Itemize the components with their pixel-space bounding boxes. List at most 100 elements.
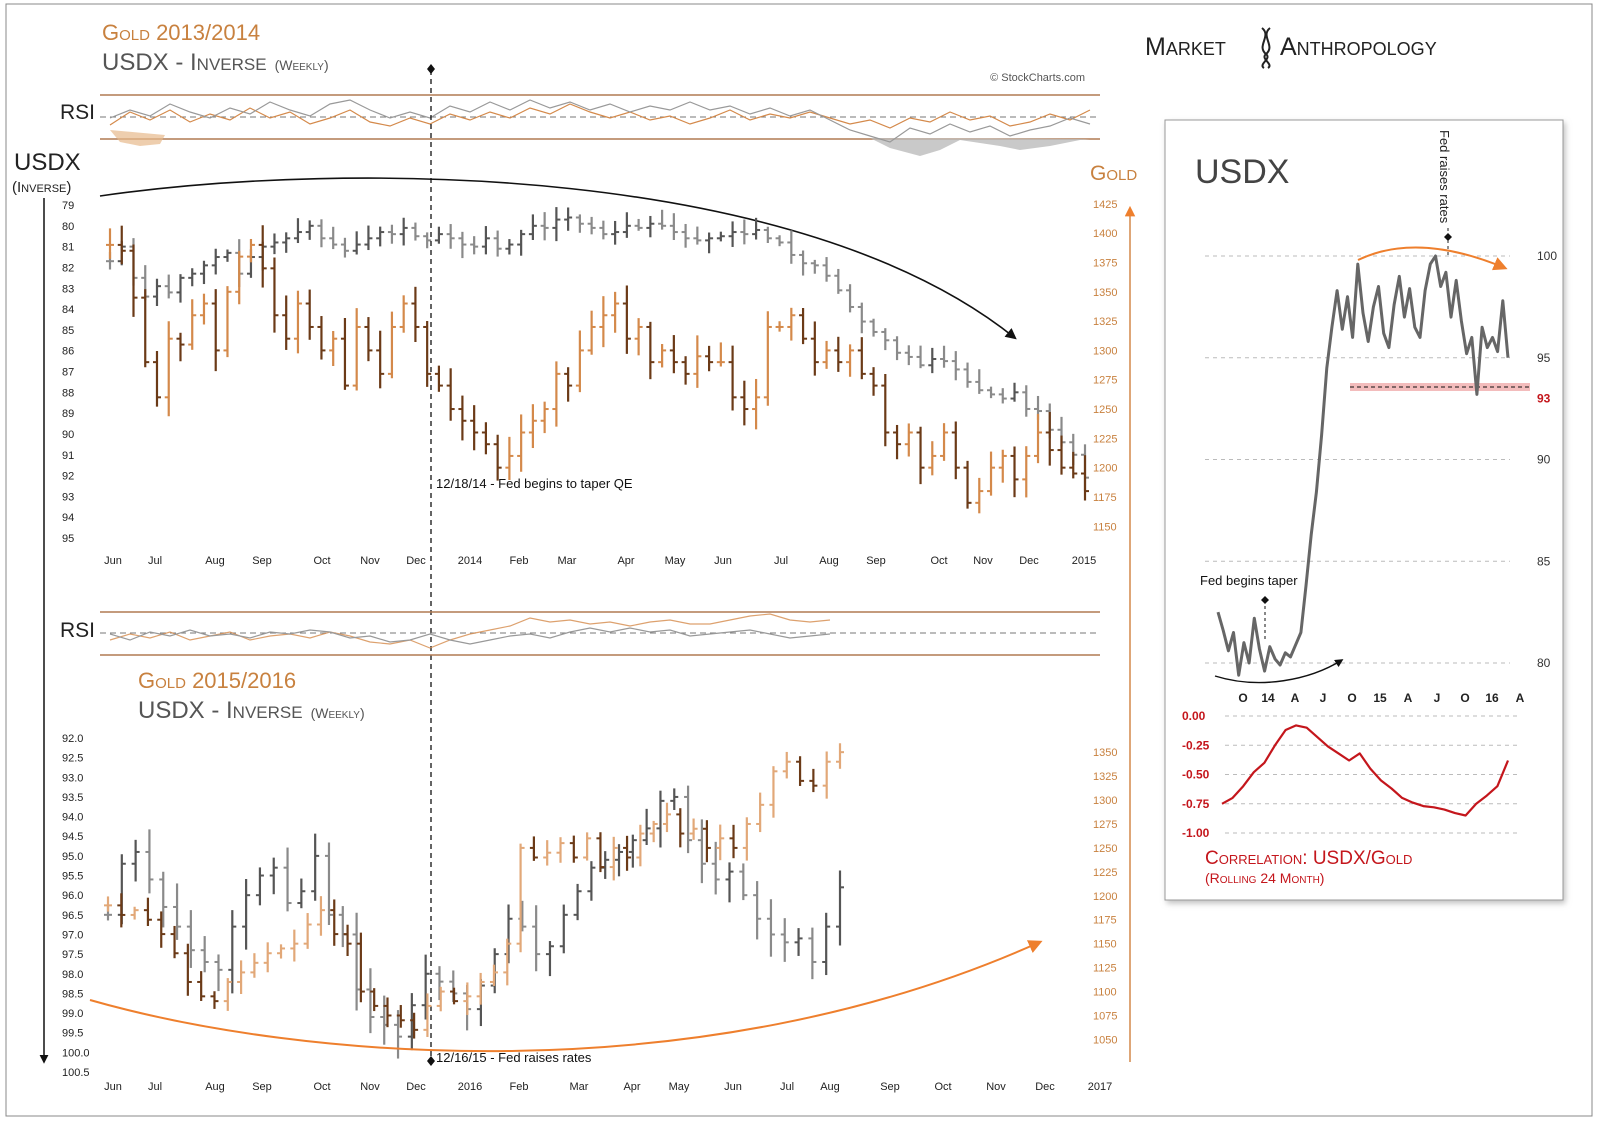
- rsi-panel-1: [100, 94, 1100, 156]
- gold-bar: [423, 993, 432, 1037]
- panel2-right-tick: 1250: [1093, 843, 1117, 855]
- usdx-bar: [297, 878, 306, 909]
- usdx-bar: [159, 871, 168, 928]
- panel2-left-tick: 93.0: [62, 772, 83, 784]
- panel2-x-tick: Jul: [780, 1081, 794, 1093]
- gold-bar: [552, 361, 561, 427]
- corr-title: Correlation: USDX/Gold: [1205, 848, 1412, 869]
- usdx-bar: [214, 954, 223, 992]
- side-x-tick: J: [1320, 691, 1327, 705]
- panel2-right-tick: 1325: [1093, 771, 1117, 783]
- gold-bar: [556, 837, 565, 863]
- usdx-bar: [340, 237, 349, 258]
- panel1-x-tick: Oct: [313, 555, 330, 567]
- gold-bar: [689, 818, 698, 840]
- panel1-right-tick: 1275: [1093, 375, 1117, 387]
- gold-bar: [799, 308, 808, 345]
- gold-bar: [809, 768, 818, 793]
- gold-bar: [869, 367, 878, 396]
- gold-bar: [662, 802, 671, 833]
- panel1-right-tick: 1325: [1093, 316, 1117, 328]
- panel1-x-tick: Dec: [406, 555, 426, 567]
- panel2-x-tick: Sep: [880, 1081, 900, 1093]
- gold-bar: [583, 832, 592, 861]
- side-y-tick: 85: [1537, 554, 1551, 568]
- side-y-tick: 100: [1537, 249, 1557, 263]
- usdx-axis-label: USDX: [14, 149, 81, 176]
- usdx-bar: [904, 345, 913, 366]
- usdx-bar: [173, 883, 182, 940]
- gold-bar: [106, 228, 114, 259]
- gold-bar: [250, 953, 259, 978]
- usdx-bar: [587, 861, 596, 901]
- side-y-tick: 95: [1537, 351, 1551, 365]
- usdx-bar: [752, 217, 761, 240]
- gold-bar: [399, 295, 408, 333]
- usdx-bar: [423, 232, 432, 249]
- gold-bar: [434, 365, 443, 392]
- gold-bar: [681, 356, 690, 385]
- corr-grid: 0.00 -0.25 -0.50 -0.75 -1.00: [1182, 709, 1520, 840]
- usdx-bar: [293, 218, 302, 244]
- corr-line: [1221, 724, 1510, 817]
- gold-bar: [636, 824, 645, 867]
- gold-bar: [951, 421, 960, 480]
- panel1-x-tick: Jul: [774, 555, 788, 567]
- usdx-bar: [366, 968, 375, 1034]
- usdx-bar: [642, 808, 651, 845]
- panel2-gold-series: [104, 743, 844, 1039]
- panel2-x-tick: Jul: [148, 1081, 162, 1093]
- side-x-tick: J: [1434, 691, 1441, 705]
- gold-bar: [129, 244, 138, 317]
- gold-bar: [410, 1012, 419, 1039]
- usdx-bar: [716, 231, 725, 242]
- usdx-bar: [775, 235, 784, 247]
- panel2-left-axis: 92.0 92.5 93.0 93.5 94.0 94.5 95.0 95.5 96.0 96.5…: [62, 733, 90, 1079]
- usdx-bar: [505, 239, 514, 255]
- gold-bar: [646, 321, 655, 380]
- gold-bar: [352, 308, 361, 391]
- gold-bar: [763, 311, 772, 406]
- gold-bar: [782, 751, 791, 779]
- gold-bar: [141, 289, 150, 368]
- panel1-left-tick: 79: [62, 200, 74, 212]
- usdx-bar: [587, 216, 596, 235]
- side-fed-raises-marker: [1444, 233, 1452, 241]
- usdx-bar: [324, 842, 333, 926]
- panel2-left-tick: 97.5: [62, 949, 83, 961]
- panel1-right-tick: 1350: [1093, 287, 1117, 299]
- gold-bar: [658, 344, 667, 368]
- usdx-bar: [763, 226, 772, 244]
- panel2-x-tick: Jun: [724, 1081, 742, 1093]
- rsi-label-1: RSI: [60, 101, 95, 124]
- gold-bar: [587, 310, 596, 355]
- usdx-bar: [387, 224, 396, 244]
- gold-bar: [423, 320, 432, 387]
- panel1-title-usd-text: USDX - Inverse: [102, 49, 267, 76]
- usdx-bar: [131, 839, 140, 882]
- gold-bar: [599, 296, 608, 348]
- side-usdx-polyline: [1216, 254, 1510, 677]
- panel1-title-weekly: (Weekly): [275, 57, 329, 73]
- panel2-right-tick: 1300: [1093, 795, 1117, 807]
- side-x-tick: A: [1291, 691, 1300, 705]
- gold-bar: [857, 337, 866, 380]
- gold-bar: [575, 330, 584, 393]
- gold-bar: [528, 404, 537, 449]
- usdx-bar: [186, 910, 195, 968]
- gold-bar: [716, 342, 725, 367]
- usdx-bar: [532, 905, 541, 972]
- gold-bar: [611, 291, 620, 333]
- gold-bar: [693, 335, 702, 388]
- usdx-bar: [352, 231, 361, 255]
- gold-bar: [130, 906, 139, 920]
- gold-bar: [199, 293, 208, 325]
- gold-bar: [317, 316, 326, 360]
- usdx-bar: [893, 336, 902, 361]
- side-usdx-line: [1216, 254, 1510, 677]
- watermark: © StockCharts.com: [990, 72, 1085, 84]
- gold-bar: [564, 367, 573, 402]
- gold-bar: [623, 835, 632, 871]
- panel1-right-tick: 1225: [1093, 433, 1117, 445]
